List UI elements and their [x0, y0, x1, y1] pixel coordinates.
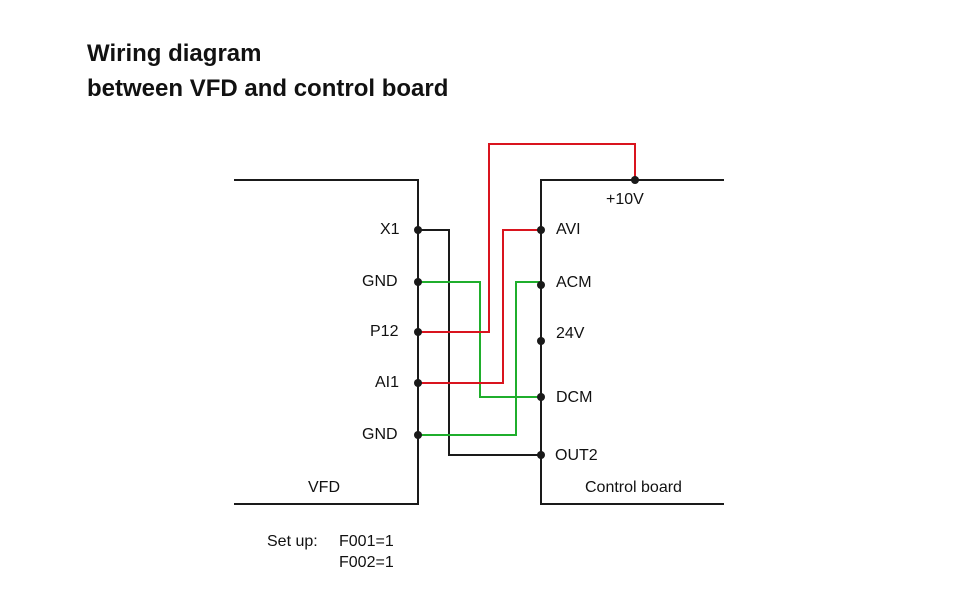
board-terminal-label: AVI	[556, 221, 581, 238]
setup-param: F001=1	[339, 533, 394, 550]
wire-x1-out2	[418, 229, 541, 456]
terminal-dot	[414, 278, 422, 286]
terminal-dot	[414, 328, 422, 336]
terminal-dot	[537, 281, 545, 289]
board-terminal-label: 24V	[556, 325, 585, 342]
vfd-name: VFD	[308, 479, 340, 496]
title-line-2: between VFD and control board	[87, 75, 449, 102]
vfd-terminal-label: P12	[370, 323, 399, 340]
terminal-dot	[414, 226, 422, 234]
vfd-terminal-label: GND	[362, 273, 398, 290]
board-name: Control board	[585, 479, 682, 496]
terminal-dot	[537, 226, 545, 234]
terminal-dot	[631, 176, 639, 184]
terminal-dot	[537, 337, 545, 345]
terminal-dot	[414, 431, 422, 439]
setup-label: Set up:	[267, 533, 318, 550]
wire-ai1-avi	[418, 229, 541, 384]
board-terminal-label: OUT2	[555, 447, 598, 464]
vfd-terminal-label: AI1	[375, 374, 400, 391]
vfd-terminal-label: X1	[380, 221, 400, 238]
setup-param: F002=1	[339, 554, 394, 571]
wire-gnd-dcm	[418, 281, 541, 398]
terminal-dot	[414, 379, 422, 387]
terminal-dot	[537, 451, 545, 459]
vfd-outline	[234, 179, 419, 505]
wire-gnd-acm	[418, 281, 541, 436]
wire-p12-10v	[418, 143, 636, 333]
board-terminal-label: ACM	[556, 274, 592, 291]
title-line-1: Wiring diagram	[87, 40, 262, 67]
board-terminal-label: DCM	[556, 389, 593, 406]
terminal-dot	[537, 393, 545, 401]
vfd-terminal-label: GND	[362, 426, 398, 443]
board-top-terminal-label: +10V	[606, 191, 644, 208]
